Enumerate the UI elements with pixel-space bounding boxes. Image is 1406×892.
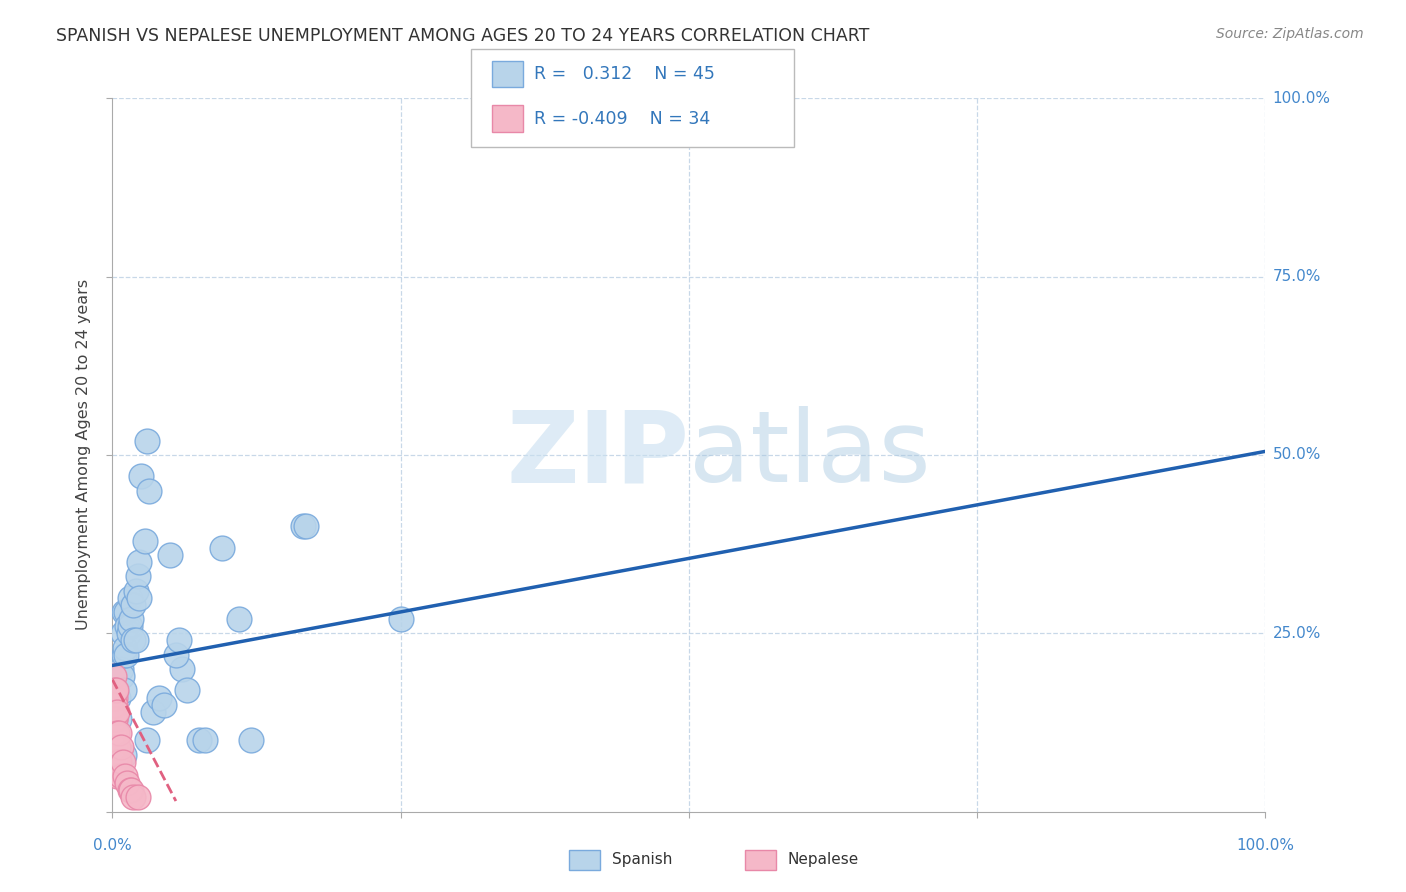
Point [128,555,150,569]
Point [142,705,165,719]
Point [239,733,262,747]
Text: atlas: atlas [689,407,931,503]
Point [104,698,127,712]
Point [105,755,128,769]
Point [118,783,141,797]
Point [105,726,128,740]
Text: 50.0%: 50.0% [1272,448,1320,462]
Point [114,640,136,655]
Text: Nepalese: Nepalese [787,853,859,867]
Point [122,790,145,805]
Point [115,648,138,662]
Point [111,669,134,683]
Point [295,519,318,533]
Point [112,605,135,619]
Point [111,626,134,640]
Text: 100.0%: 100.0% [1272,91,1330,105]
Point [194,733,217,747]
Point [165,648,187,662]
Point [136,733,159,747]
Point [291,519,314,533]
Point [129,469,153,483]
Point [117,619,139,633]
Point [117,626,139,640]
Point [118,619,141,633]
Point [136,434,159,448]
Point [104,726,127,740]
Text: Source: ZipAtlas.com: Source: ZipAtlas.com [1216,27,1364,41]
Point [176,683,198,698]
Point [104,740,127,755]
Text: ZIP: ZIP [506,407,689,503]
Text: 25.0%: 25.0% [1272,626,1320,640]
Point [122,598,145,612]
Point [107,740,129,755]
Point [111,755,134,769]
Point [112,683,135,698]
Point [104,726,127,740]
Text: 100.0%: 100.0% [1236,838,1295,854]
Point [110,769,132,783]
Point [153,698,176,712]
Point [170,662,193,676]
Point [117,776,139,790]
Point [108,726,131,740]
Point [104,755,127,769]
Text: Spanish: Spanish [612,853,672,867]
Point [118,591,141,605]
Point [104,740,127,755]
Point [211,541,233,555]
Point [124,633,146,648]
Point [114,769,136,783]
Point [104,683,127,698]
Point [138,483,160,498]
Point [169,633,191,648]
Point [104,705,127,719]
Point [120,783,142,797]
Point [159,548,181,562]
Point [110,740,132,755]
Text: R = -0.409    N = 34: R = -0.409 N = 34 [534,110,710,128]
Point [187,733,211,747]
Point [148,690,170,705]
Point [104,690,127,705]
Text: R =   0.312    N = 45: R = 0.312 N = 45 [534,65,716,83]
Point [112,648,135,662]
Point [134,533,156,548]
Point [105,705,128,719]
Point [105,769,128,783]
Point [103,726,125,740]
Point [103,683,125,698]
Point [122,633,145,648]
Y-axis label: Unemployment Among Ages 20 to 24 years: Unemployment Among Ages 20 to 24 years [76,279,91,631]
Point [104,712,127,726]
Point [104,755,127,769]
Text: SPANISH VS NEPALESE UNEMPLOYMENT AMONG AGES 20 TO 24 YEARS CORRELATION CHART: SPANISH VS NEPALESE UNEMPLOYMENT AMONG A… [56,27,870,45]
Point [107,755,129,769]
Point [115,605,138,619]
Point [103,669,125,683]
Point [127,569,149,583]
Point [124,583,146,598]
Point [108,712,131,726]
Point [110,662,132,676]
Point [104,712,127,726]
Point [120,612,142,626]
Text: 0.0%: 0.0% [93,838,132,854]
Point [108,755,131,769]
Point [103,698,125,712]
Point [127,790,149,805]
Point [128,591,150,605]
Point [104,683,127,698]
Text: 75.0%: 75.0% [1272,269,1320,284]
Point [112,747,135,762]
Point [389,612,412,626]
Point [228,612,250,626]
Point [107,690,129,705]
